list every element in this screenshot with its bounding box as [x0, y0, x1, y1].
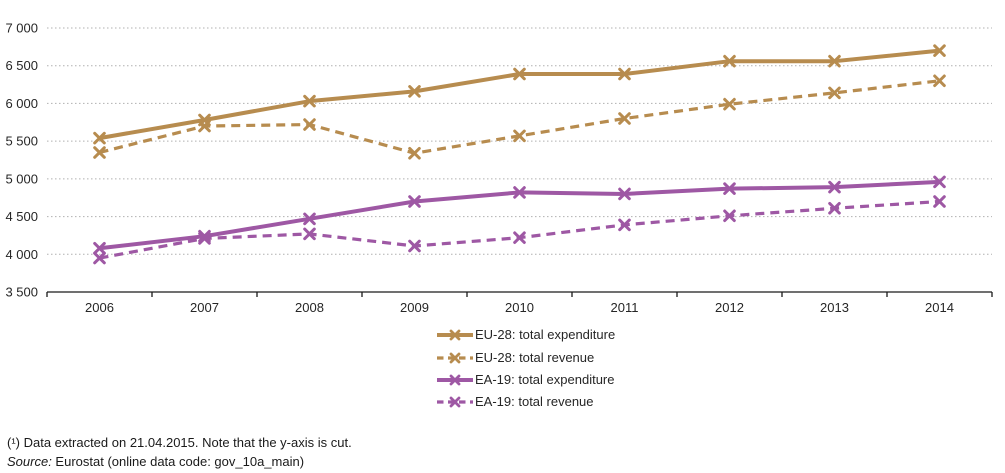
legend-item-ea19-expenditure: EA-19: total expenditure — [437, 369, 615, 391]
y-tick-label: 6 000 — [5, 96, 38, 111]
series-0 — [93, 44, 946, 145]
legend-line-sample-dashed-purple — [437, 396, 473, 408]
series-2 — [93, 175, 946, 255]
x-axis-labels: 2006 2007 2008 2009 2010 2011 2012 2013 2014 — [85, 300, 954, 315]
legend-item-eu28-revenue: EU-28: total revenue — [437, 346, 615, 368]
source-line: Source: Eurostat (online data code: gov_… — [7, 452, 304, 471]
y-axis-labels: 7 000 6 500 6 000 5 500 5 000 4 500 4 000 3 500 — [5, 21, 38, 300]
legend-line-sample-dashed-gold — [437, 352, 473, 363]
legend-line-sample-solid-purple — [437, 374, 473, 386]
gridlines — [47, 27, 992, 255]
legend-label: EU-28: total revenue — [475, 349, 595, 365]
x-tick-label: 2008 — [295, 300, 324, 315]
x-axis — [46, 291, 993, 297]
legend-item-eu28-expenditure: EU-28: total expenditure — [437, 324, 615, 346]
legend-label: EA-19: total revenue — [475, 394, 594, 410]
source-label: Source: — [7, 454, 52, 469]
x-tick-label: 2006 — [85, 300, 114, 315]
x-tick-label: 2007 — [190, 300, 219, 315]
footnote-text: (¹) Data extracted on 21.04.2015. Note t… — [7, 435, 352, 450]
y-tick-label: 3 500 — [5, 285, 38, 300]
legend-line-sample-solid-gold — [437, 329, 473, 341]
y-tick-label: 4 000 — [5, 247, 38, 262]
x-tick-label: 2010 — [505, 300, 534, 315]
y-tick-label: 7 000 — [5, 21, 38, 36]
series-1 — [93, 74, 946, 160]
source-text: Eurostat (online data code: gov_10a_main… — [51, 454, 305, 469]
legend-label: EA-19: total expenditure — [475, 371, 615, 387]
x-tick-label: 2009 — [400, 300, 429, 315]
y-tick-label: 5 500 — [5, 134, 38, 149]
line-chart-plot: 7 000 6 500 6 000 5 500 5 000 4 500 4 000 3 500… — [5, 21, 993, 315]
y-tick-label: 6 500 — [5, 58, 38, 73]
y-tick-label: 4 500 — [5, 209, 38, 224]
x-tick-label: 2013 — [820, 300, 849, 315]
y-tick-label: 5 000 — [5, 171, 38, 186]
legend-label: EU-28: total expenditure — [475, 327, 616, 343]
legend-item-ea19-revenue: EA-19: total revenue — [437, 391, 615, 413]
chart-legend: EU-28: total expenditure EU-28: total re… — [437, 324, 615, 414]
x-tick-label: 2011 — [611, 300, 639, 315]
x-tick-label: 2012 — [715, 300, 744, 315]
x-tick-label: 2014 — [925, 300, 954, 315]
series-3 — [93, 195, 946, 265]
